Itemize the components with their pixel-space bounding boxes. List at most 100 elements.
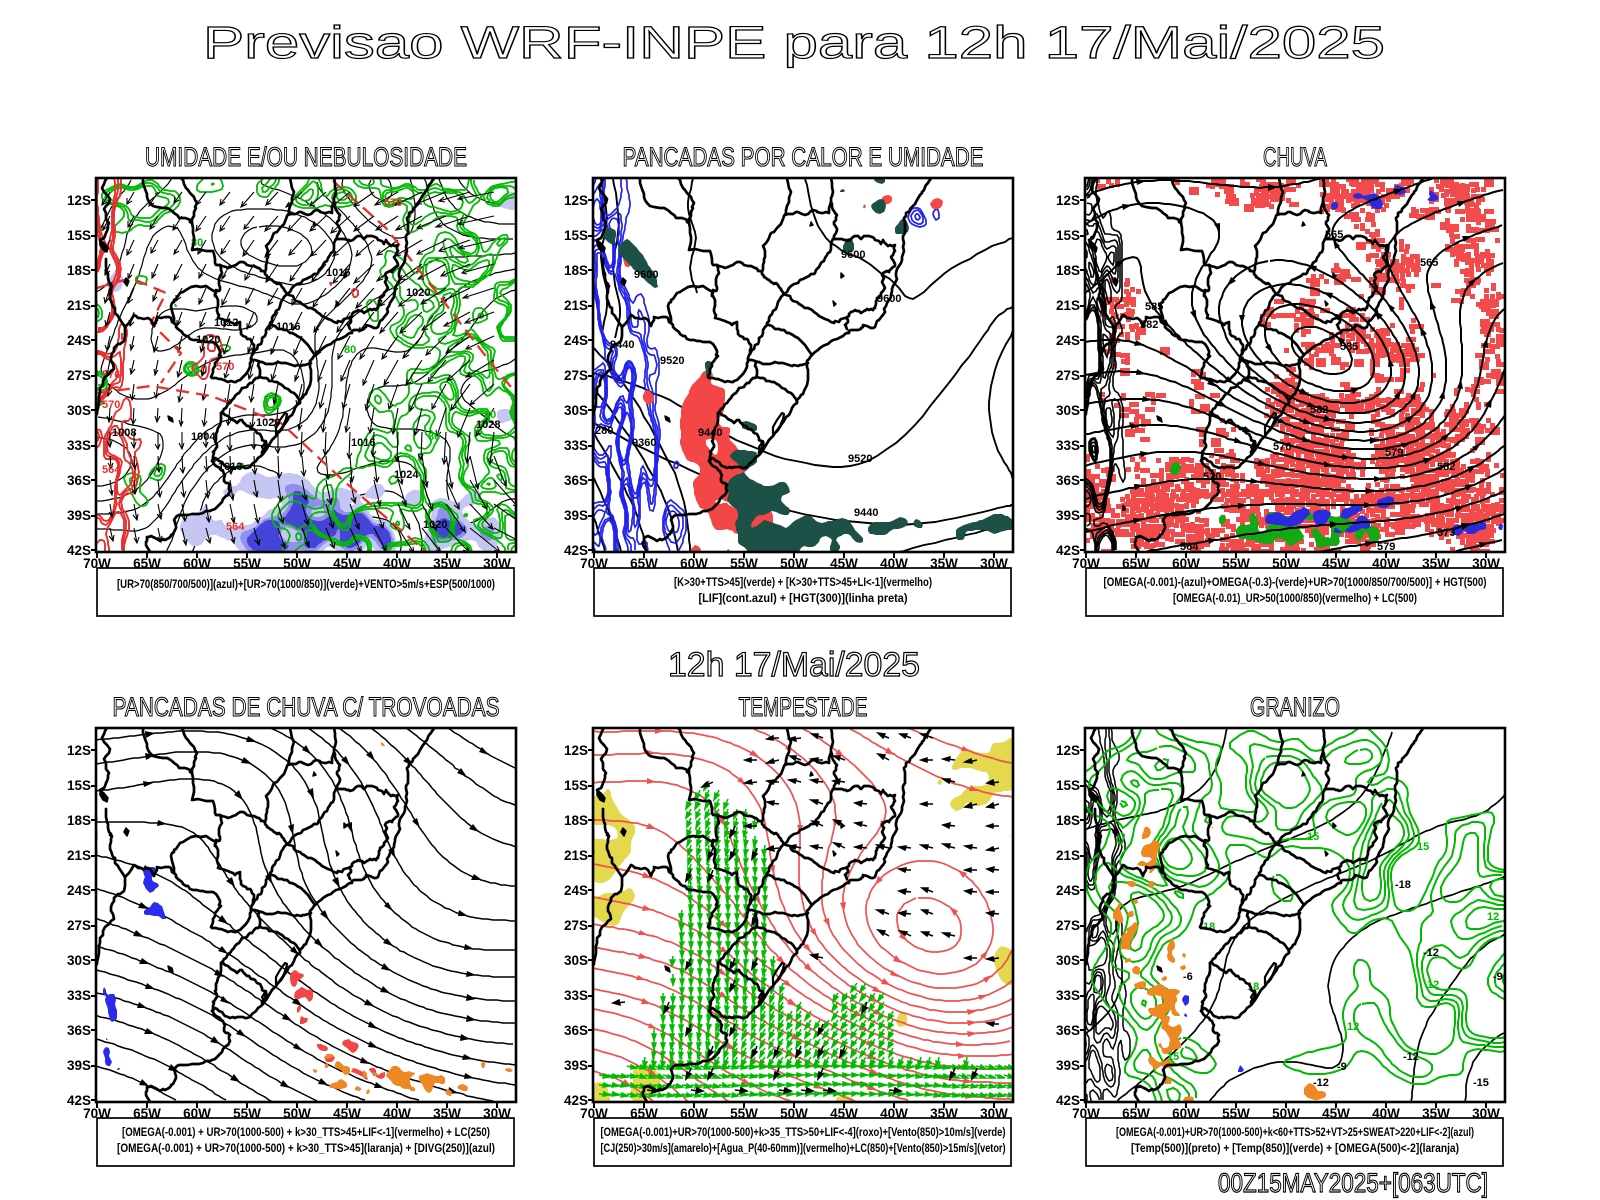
svg-text:1012: 1012 <box>214 317 238 329</box>
svg-text:[OMEGA(-0.001)+UR>70(1000-500): [OMEGA(-0.001)+UR>70(1000-500)+k<60+TTS>… <box>1116 1125 1474 1139</box>
svg-text:564: 564 <box>226 521 245 533</box>
svg-text:12: 12 <box>1347 1021 1359 1033</box>
svg-text:21S: 21S <box>67 298 91 313</box>
svg-text:30S: 30S <box>67 953 91 968</box>
svg-text:27S: 27S <box>67 918 91 933</box>
svg-text:33S: 33S <box>564 438 588 453</box>
svg-text:[CJ(250)>30m/s](amarelo)+[Agua: [CJ(250)>30m/s](amarelo)+[Agua_P(40-60mm… <box>601 1141 1006 1155</box>
svg-text:12S: 12S <box>564 743 588 758</box>
svg-text:36S: 36S <box>67 1023 91 1038</box>
svg-text:1016: 1016 <box>326 267 350 279</box>
svg-text:36S: 36S <box>67 473 91 488</box>
svg-text:24S: 24S <box>67 333 91 348</box>
svg-text:9600: 9600 <box>634 269 658 281</box>
svg-text:12S: 12S <box>1056 193 1080 208</box>
svg-text:39S: 39S <box>67 508 91 523</box>
svg-text:9520: 9520 <box>660 355 684 367</box>
svg-text:585: 585 <box>1145 301 1163 313</box>
svg-text:24S: 24S <box>1056 883 1080 898</box>
svg-text:582: 582 <box>1310 404 1328 416</box>
svg-text:582: 582 <box>1437 461 1455 473</box>
svg-text:18S: 18S <box>1056 263 1080 278</box>
svg-text:18S: 18S <box>67 263 91 278</box>
svg-text:-12: -12 <box>1403 1051 1419 1063</box>
svg-text:30S: 30S <box>1056 953 1080 968</box>
svg-text:-9: -9 <box>1337 1061 1347 1073</box>
svg-text:21S: 21S <box>67 848 91 863</box>
svg-text:12S: 12S <box>1056 743 1080 758</box>
svg-text:[LIF](cont.azul) + [HGT(300)](: [LIF](cont.azul) + [HGT(300)](linha pret… <box>699 591 908 605</box>
svg-text:39S: 39S <box>67 1058 91 1073</box>
svg-text:42S: 42S <box>67 1093 91 1108</box>
svg-text:15: 15 <box>1417 841 1429 853</box>
svg-text:39S: 39S <box>1056 1058 1080 1073</box>
svg-text:9440: 9440 <box>698 427 722 439</box>
svg-text:9520: 9520 <box>848 453 872 465</box>
svg-text:[OMEGA(-0.001)+UR>70(1000-500): [OMEGA(-0.001)+UR>70(1000-500)+k>35_TTS>… <box>601 1125 1006 1139</box>
svg-text:-15: -15 <box>1473 1077 1489 1089</box>
svg-text:18S: 18S <box>67 813 91 828</box>
svg-text:564: 564 <box>102 464 121 476</box>
svg-text:280: 280 <box>595 425 613 437</box>
svg-text:42S: 42S <box>564 543 588 558</box>
svg-text:585: 585 <box>1340 341 1358 353</box>
svg-text:1008: 1008 <box>112 427 136 439</box>
svg-text:24S: 24S <box>564 333 588 348</box>
svg-text:24S: 24S <box>564 883 588 898</box>
svg-text:[K>30+TTS>45](verde) + [K>30+T: [K>30+TTS>45](verde) + [K>30+TTS>45+LI<-… <box>674 575 932 589</box>
svg-text:42S: 42S <box>564 1093 588 1108</box>
svg-text:39S: 39S <box>1056 508 1080 523</box>
svg-text:27S: 27S <box>1056 918 1080 933</box>
svg-text:18S: 18S <box>1056 813 1080 828</box>
svg-text:-18: -18 <box>1395 879 1411 891</box>
svg-text:36S: 36S <box>1056 473 1080 488</box>
svg-text:570: 570 <box>384 197 402 209</box>
svg-text:30S: 30S <box>564 953 588 968</box>
svg-text:15S: 15S <box>564 228 588 243</box>
svg-text:576: 576 <box>102 369 120 381</box>
svg-text:24S: 24S <box>67 883 91 898</box>
svg-text:18S: 18S <box>564 263 588 278</box>
svg-text:[UR>70(850/700/500)](azul)+[UR: [UR>70(850/700/500)](azul)+[UR>70(1000/8… <box>117 577 495 591</box>
svg-text:27S: 27S <box>67 368 91 383</box>
svg-text:15: 15 <box>1167 1051 1179 1063</box>
svg-text:33S: 33S <box>564 988 588 1003</box>
svg-text:[Temp(500)](preto) + [Temp(850: [Temp(500)](preto) + [Temp(850)](verde) … <box>1131 1141 1459 1155</box>
svg-text:[OMEGA(-0.001) + UR>70(1000-50: [OMEGA(-0.001) + UR>70(1000-500) + k>30_… <box>122 1125 490 1139</box>
svg-text:27S: 27S <box>1056 368 1080 383</box>
svg-text:36S: 36S <box>564 1023 588 1038</box>
svg-text:39S: 39S <box>564 1058 588 1073</box>
svg-text:12S: 12S <box>67 193 91 208</box>
svg-text:27S: 27S <box>564 368 588 383</box>
svg-text:1020: 1020 <box>406 287 430 299</box>
svg-text:39S: 39S <box>564 508 588 523</box>
svg-text:33S: 33S <box>67 988 91 1003</box>
svg-text:1020: 1020 <box>256 417 280 429</box>
svg-text:15: 15 <box>1307 831 1319 843</box>
svg-text:15S: 15S <box>67 778 91 793</box>
svg-text:12: 12 <box>1427 979 1439 991</box>
svg-text:[OMEGA(-0.01)_UR>50(1000/850)(: [OMEGA(-0.01)_UR>50(1000/850)(vermelho) … <box>1173 591 1417 605</box>
svg-text:565: 565 <box>1420 257 1438 269</box>
svg-text:00Z15MAY2025+[063UTC]: 00Z15MAY2025+[063UTC] <box>1218 1168 1488 1198</box>
svg-text:579: 579 <box>1385 447 1403 459</box>
svg-text:21S: 21S <box>564 298 588 313</box>
svg-text:9440: 9440 <box>610 339 634 351</box>
svg-text:33S: 33S <box>67 438 91 453</box>
svg-text:TEMPESTADE: TEMPESTADE <box>739 692 868 722</box>
svg-text:27S: 27S <box>564 918 588 933</box>
svg-text:33S: 33S <box>1056 438 1080 453</box>
svg-text:80: 80 <box>484 409 496 421</box>
svg-text:21S: 21S <box>564 848 588 863</box>
svg-text:33S: 33S <box>1056 988 1080 1003</box>
svg-text:21S: 21S <box>1056 298 1080 313</box>
svg-text:1020: 1020 <box>423 519 447 531</box>
svg-text:36S: 36S <box>564 473 588 488</box>
svg-text:570: 570 <box>102 399 120 411</box>
svg-text:9440: 9440 <box>854 507 878 519</box>
svg-text:30S: 30S <box>67 403 91 418</box>
svg-text:[OMEGA(-0.001)-(azul)+OMEGA(-0: [OMEGA(-0.001)-(azul)+OMEGA(-0.3)-(verde… <box>1104 575 1487 589</box>
svg-text:-12: -12 <box>1423 947 1439 959</box>
svg-text:36S: 36S <box>1056 1023 1080 1038</box>
svg-text:-6: -6 <box>1183 971 1193 983</box>
